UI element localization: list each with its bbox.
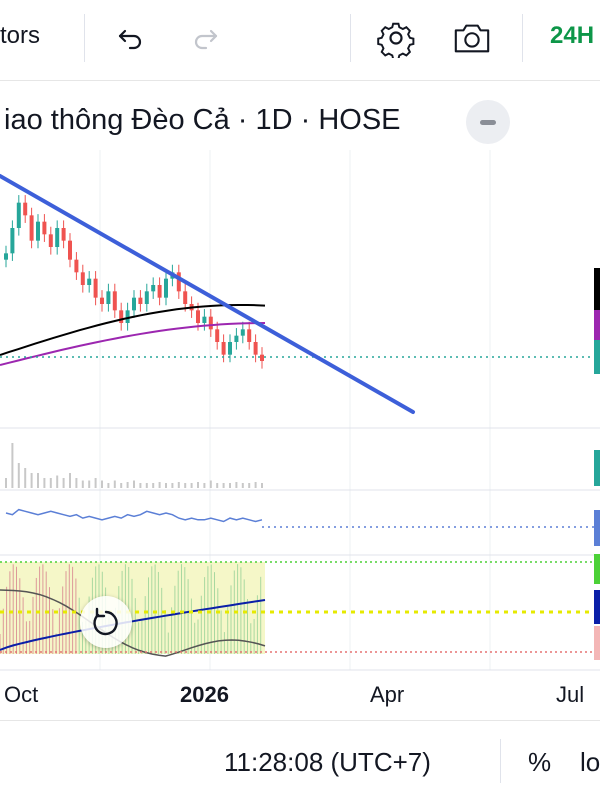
- candle-body: [16, 202, 21, 228]
- redo-button[interactable]: [186, 18, 226, 58]
- candle-body: [228, 342, 232, 355]
- price-chart[interactable]: Oct 2026 Apr Jul: [0, 150, 600, 720]
- moving-average-long: [0, 304, 266, 356]
- collapse-legend-button[interactable]: [466, 100, 510, 144]
- candle-body: [164, 278, 168, 298]
- candle-body: [260, 354, 264, 361]
- candle-body: [29, 215, 34, 241]
- candle-body: [36, 221, 40, 241]
- toolbar-divider: [350, 14, 351, 62]
- candle-body: [215, 329, 220, 342]
- osc-marker-blue: [594, 590, 600, 624]
- undo-icon: [118, 29, 142, 50]
- candle-body: [4, 253, 8, 260]
- candle-body: [157, 285, 162, 298]
- candle-body: [234, 335, 239, 342]
- timeframe-button[interactable]: 24H: [550, 22, 595, 49]
- x-axis-tick-label: Jul: [556, 682, 584, 707]
- candle-body: [80, 272, 85, 285]
- price-marker-long: [594, 268, 600, 310]
- x-axis-tick-label: Apr: [370, 682, 404, 707]
- rsi-line: [5, 508, 263, 523]
- candle-body: [202, 316, 207, 323]
- trendline: [0, 174, 415, 414]
- gear-icon: [377, 22, 415, 58]
- candle-body: [68, 240, 72, 260]
- candle-body: [42, 221, 47, 235]
- candle-body: [183, 291, 188, 304]
- candle-body: [10, 228, 15, 254]
- candle-body: [23, 202, 28, 216]
- oscillator-line-blue: [0, 599, 266, 651]
- candle-body: [151, 285, 156, 292]
- candle-body: [100, 297, 104, 304]
- candle-body: [240, 329, 245, 336]
- candle-body: [87, 278, 92, 285]
- symbol-header: iao thông Đèo Cả · 1D · HOSE: [0, 100, 600, 144]
- candle-body: [106, 291, 111, 304]
- candle-body: [144, 291, 149, 304]
- candle-body: [61, 228, 66, 241]
- candle-body: [55, 228, 60, 247]
- osc-marker-pink: [594, 626, 600, 660]
- redo-icon: [194, 29, 218, 50]
- camera-icon: [454, 24, 490, 53]
- price-marker-last: [594, 340, 600, 374]
- status-divider: [500, 739, 501, 783]
- x-axis-tick-label: 2026: [180, 682, 229, 707]
- percent-scale-button[interactable]: %: [528, 747, 552, 777]
- candle-body: [221, 342, 226, 355]
- status-bar: 11:28:08 (UTC+7) % lo: [0, 720, 600, 801]
- replay-button[interactable]: [80, 596, 132, 648]
- candle-body: [74, 259, 79, 273]
- rsi-marker: [594, 510, 600, 546]
- x-axis-tick-label: Oct: [4, 682, 38, 707]
- candle-body: [196, 310, 200, 323]
- candle-body: [125, 310, 130, 323]
- indicators-button[interactable]: tors: [0, 22, 41, 49]
- toolbar-divider: [522, 14, 523, 62]
- top-toolbar: tors 24H: [0, 0, 600, 81]
- log-scale-button[interactable]: lo: [580, 747, 600, 777]
- candle-body: [247, 329, 252, 342]
- minus-icon: [480, 119, 496, 125]
- candle-body: [176, 272, 181, 292]
- volume-marker: [594, 450, 600, 486]
- candle-body: [93, 278, 98, 298]
- undo-button[interactable]: [110, 18, 150, 58]
- candle-body: [119, 310, 124, 323]
- oscillator-line-dark: [0, 589, 266, 657]
- candle-body: [132, 297, 136, 311]
- clock-readout[interactable]: 11:28:08 (UTC+7): [224, 747, 431, 777]
- moving-average-mid: [0, 322, 266, 366]
- screenshot-button[interactable]: [452, 18, 492, 58]
- candle-body: [112, 291, 117, 311]
- replay-icon: [93, 607, 118, 636]
- toolbar-divider: [84, 14, 85, 62]
- candle-body: [138, 297, 143, 304]
- symbol-title[interactable]: iao thông Đèo Cả · 1D · HOSE: [4, 104, 401, 136]
- settings-button[interactable]: [376, 18, 416, 58]
- candle-body: [208, 316, 213, 330]
- osc-marker-green: [594, 554, 600, 584]
- candle-body: [253, 342, 258, 355]
- price-marker-mid: [594, 310, 600, 340]
- candle-body: [48, 234, 53, 247]
